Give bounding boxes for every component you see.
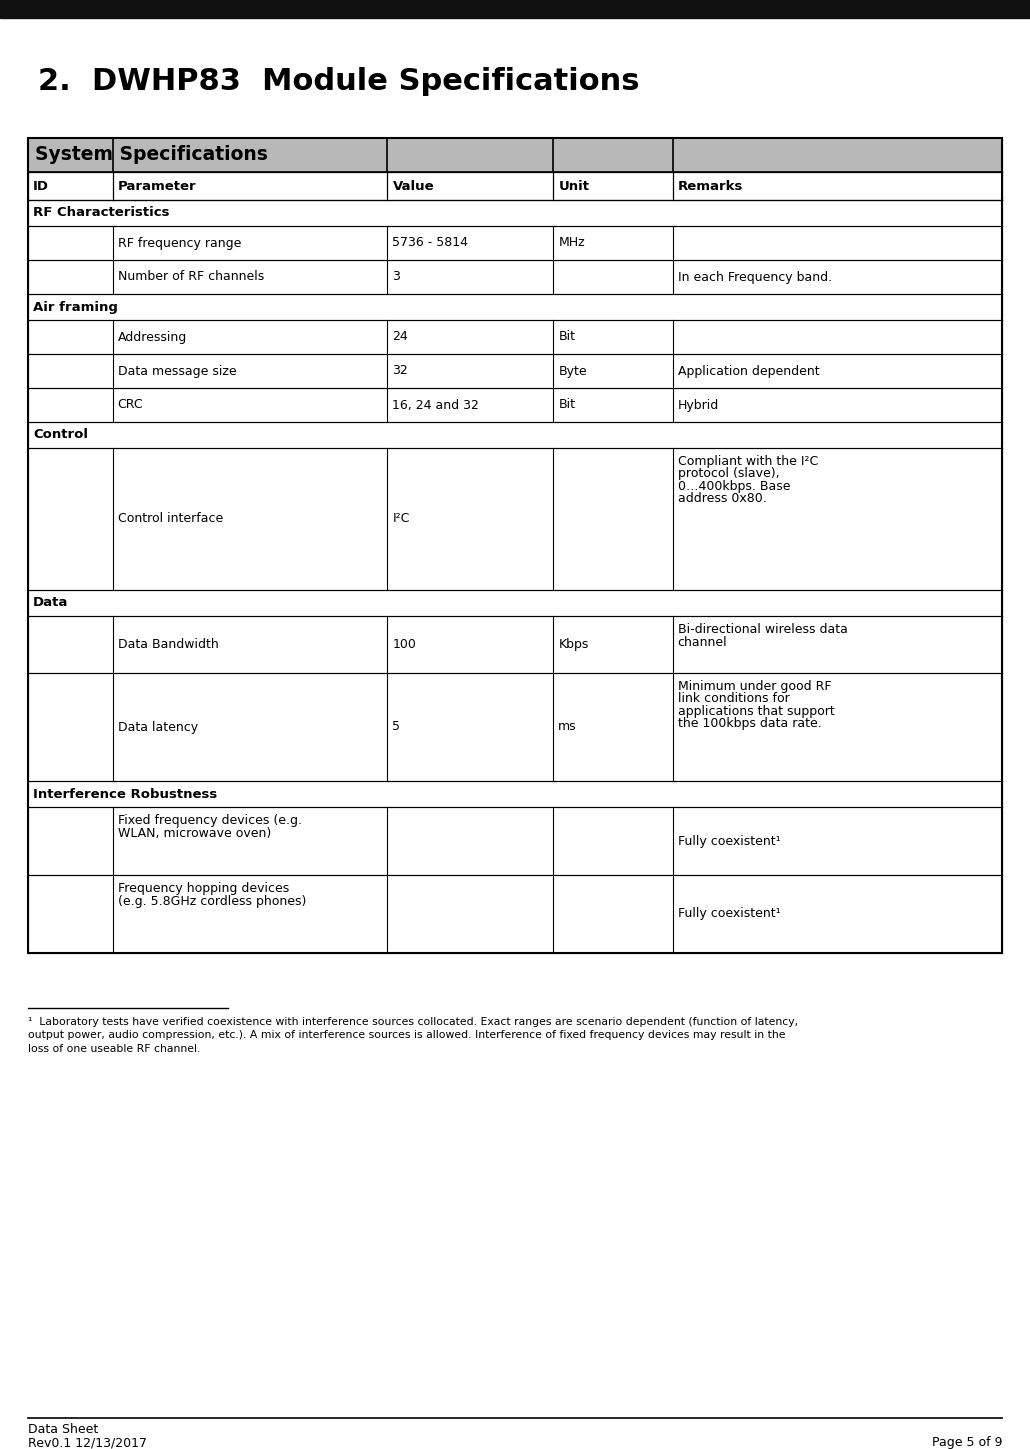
Text: 3: 3 [392,271,401,284]
Text: 24: 24 [392,330,408,343]
Text: Data Bandwidth: Data Bandwidth [117,638,218,651]
Bar [0,0,1030,17]
Text: Bit: Bit [558,398,576,412]
Text: Kbps: Kbps [558,638,588,651]
Text: Addressing: Addressing [117,330,186,343]
Text: Parameter: Parameter [117,180,197,193]
Bar [28,616,1002,672]
Text: (e.g. 5.8GHz cordless phones): (e.g. 5.8GHz cordless phones) [117,894,306,907]
Text: protocol (slave),: protocol (slave), [678,468,780,481]
Text: Rev0.1 12/13/2017: Rev0.1 12/13/2017 [28,1436,147,1449]
Text: Control interface: Control interface [117,513,222,526]
Bar [28,320,1002,354]
Text: Fully coexistent¹: Fully coexistent¹ [678,907,781,920]
Text: Compliant with the I²C: Compliant with the I²C [678,455,818,468]
Bar [28,388,1002,422]
Text: 16, 24 and 32: 16, 24 and 32 [392,398,479,412]
Text: RF Characteristics: RF Characteristics [33,207,170,219]
Text: Bi-directional wireless data: Bi-directional wireless data [678,623,848,636]
Text: Air framing: Air framing [33,300,117,313]
Text: Value: Value [392,180,434,193]
Bar [28,875,1002,953]
Text: System Specifications: System Specifications [35,145,268,165]
Bar [28,781,1002,807]
Bar [28,259,1002,294]
Text: ¹  Laboratory tests have verified coexistence with interference sources collocat: ¹ Laboratory tests have verified coexist… [28,1017,798,1027]
Text: 5736 - 5814: 5736 - 5814 [392,236,469,249]
Text: Number of RF channels: Number of RF channels [117,271,264,284]
Text: ID: ID [33,180,49,193]
Bar [28,172,1002,200]
Text: 5: 5 [392,720,401,733]
Text: Data latency: Data latency [117,720,198,733]
Bar [28,294,1002,320]
Text: WLAN, microwave oven): WLAN, microwave oven) [117,826,271,839]
Text: Data: Data [33,597,68,610]
Text: Byte: Byte [558,365,587,378]
Text: Control: Control [33,429,88,442]
Text: Page 5 of 9: Page 5 of 9 [931,1436,1002,1449]
Text: MHz: MHz [558,236,585,249]
Text: output power, audio compression, etc.). A mix of interference sources is allowed: output power, audio compression, etc.). … [28,1030,786,1040]
Text: Fixed frequency devices (e.g.: Fixed frequency devices (e.g. [117,814,302,827]
Text: loss of one useable RF channel.: loss of one useable RF channel. [28,1043,201,1053]
Text: Unit: Unit [558,180,589,193]
Text: 32: 32 [392,365,408,378]
Bar [28,138,1002,172]
Bar [28,807,1002,875]
Text: Minimum under good RF: Minimum under good RF [678,680,831,693]
Text: applications that support: applications that support [678,706,834,719]
Text: Remarks: Remarks [678,180,743,193]
Bar [28,226,1002,259]
Text: CRC: CRC [117,398,143,412]
Text: I²C: I²C [392,513,410,526]
Text: the 100kbps data rate.: the 100kbps data rate. [678,717,822,730]
Text: ms: ms [558,720,577,733]
Text: Frequency hopping devices: Frequency hopping devices [117,882,288,895]
Text: Fully coexistent¹: Fully coexistent¹ [678,835,781,848]
Text: In each Frequency band.: In each Frequency band. [678,271,832,284]
Bar [28,422,1002,448]
Text: RF frequency range: RF frequency range [117,236,241,249]
Text: Data message size: Data message size [117,365,236,378]
Text: address 0x80.: address 0x80. [678,493,766,506]
Text: link conditions for: link conditions for [678,693,789,706]
Bar [28,138,1002,953]
Text: Hybrid: Hybrid [678,398,719,412]
Bar [28,200,1002,226]
Text: channel: channel [678,636,727,649]
Text: Bit: Bit [558,330,576,343]
Bar [28,448,1002,590]
Bar [28,354,1002,388]
Text: Interference Robustness: Interference Robustness [33,787,217,800]
Text: Application dependent: Application dependent [678,365,819,378]
Text: 0…400kbps. Base: 0…400kbps. Base [678,480,790,493]
Bar [28,590,1002,616]
Text: 2.  DWHP83  Module Specifications: 2. DWHP83 Module Specifications [38,68,640,97]
Bar [28,672,1002,781]
Text: 100: 100 [392,638,416,651]
Text: Data Sheet: Data Sheet [28,1423,98,1436]
